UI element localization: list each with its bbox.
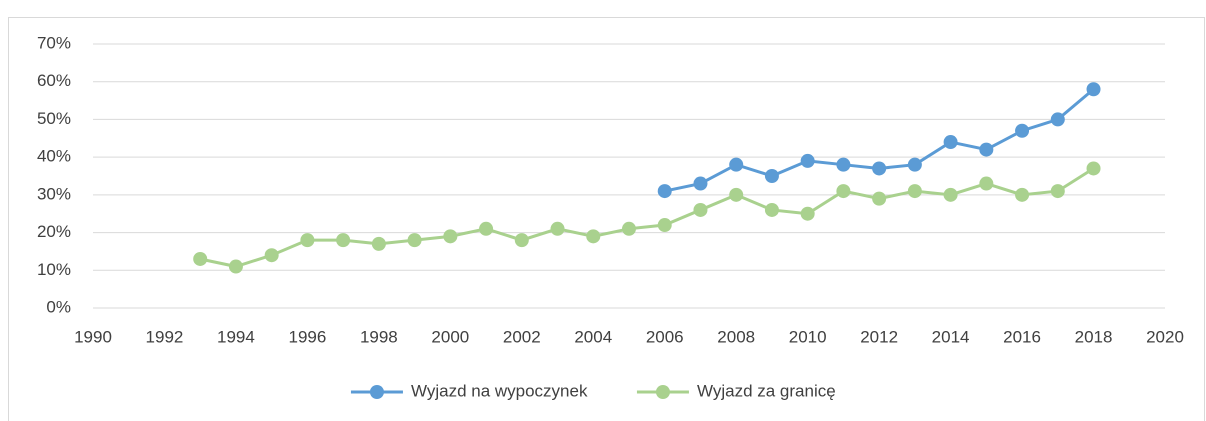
x-tick-label: 1998 — [360, 327, 398, 346]
data-point — [657, 184, 672, 199]
data-point — [550, 221, 565, 236]
legend-label: Wyjazd za granicę — [697, 381, 836, 400]
data-point — [943, 187, 958, 202]
data-point — [907, 157, 922, 172]
y-tick-label: 10% — [37, 260, 71, 279]
data-point — [1015, 187, 1030, 202]
x-tick-label: 2010 — [789, 327, 827, 346]
data-point — [622, 221, 636, 236]
data-point — [800, 153, 815, 168]
x-tick-label: 2004 — [574, 327, 612, 346]
data-point — [836, 184, 851, 199]
data-point — [979, 142, 994, 157]
y-tick-label: 60% — [37, 71, 71, 90]
data-point — [407, 233, 422, 248]
chart-border — [8, 17, 1205, 421]
data-point — [1086, 82, 1101, 97]
data-point — [764, 169, 779, 183]
data-point — [800, 206, 815, 221]
data-point — [228, 259, 243, 274]
data-point — [693, 176, 708, 191]
data-point — [872, 161, 887, 176]
x-tick-label: 2018 — [1075, 327, 1113, 346]
x-tick-label: 2002 — [503, 327, 541, 346]
x-tick-label: 2016 — [1003, 327, 1041, 346]
data-point — [336, 233, 351, 248]
data-point — [1015, 123, 1030, 138]
legend-marker — [369, 385, 384, 399]
y-tick-label: 50% — [37, 109, 71, 128]
legend-marker — [655, 385, 670, 399]
x-tick-label: 1994 — [217, 327, 255, 346]
x-tick-label: 1996 — [288, 327, 326, 346]
y-tick-label: 0% — [46, 297, 71, 316]
series-line — [199, 167, 1095, 269]
data-point — [264, 248, 279, 263]
legend-label: Wyjazd na wypoczynek — [411, 381, 588, 400]
x-tick-label: 2012 — [860, 327, 898, 346]
data-point — [193, 251, 208, 266]
data-point — [729, 157, 744, 172]
data-point — [872, 191, 887, 206]
x-tick-label: 2006 — [646, 327, 684, 346]
data-point — [657, 218, 672, 233]
y-tick-label: 30% — [37, 184, 71, 203]
x-tick-label: 2014 — [932, 327, 970, 346]
data-point — [764, 202, 779, 217]
data-point — [1050, 184, 1065, 199]
y-tick-label: 40% — [37, 147, 71, 166]
x-tick-label: 2000 — [431, 327, 469, 346]
y-tick-label: 20% — [37, 222, 71, 241]
series-line — [664, 88, 1095, 193]
data-point — [943, 135, 958, 150]
data-point — [514, 233, 529, 248]
x-tick-label: 2008 — [717, 327, 755, 346]
data-point — [371, 236, 386, 251]
data-point — [693, 202, 708, 217]
data-point — [907, 184, 922, 199]
y-tick-label: 70% — [37, 33, 71, 52]
x-tick-label: 2020 — [1146, 327, 1184, 346]
data-point — [586, 229, 601, 244]
data-point — [729, 187, 744, 202]
data-point — [836, 157, 851, 172]
data-point — [479, 221, 494, 236]
x-tick-label: 1992 — [146, 327, 184, 346]
data-point — [1086, 161, 1101, 176]
data-point — [443, 229, 458, 244]
data-point — [979, 176, 994, 191]
data-point — [1050, 112, 1065, 127]
x-tick-label: 1990 — [74, 327, 112, 346]
data-point — [300, 233, 315, 248]
